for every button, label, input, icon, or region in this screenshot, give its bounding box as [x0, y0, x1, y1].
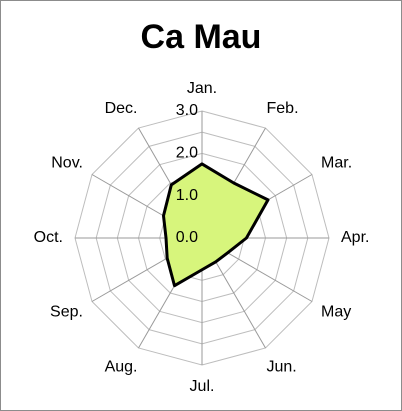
series-layer: [162, 162, 270, 288]
category-label-jun: Jun.: [267, 358, 297, 375]
category-label-oct: Oct.: [34, 229, 63, 246]
series-polygon: [162, 162, 270, 288]
category-label-aug: Aug.: [105, 358, 138, 375]
tick-label: 1.0: [176, 187, 198, 204]
category-label-jan: Jan.: [187, 80, 217, 97]
category-label-apr: Apr.: [341, 229, 369, 246]
tick-label: 3.0: [176, 102, 198, 119]
category-label-may: May: [321, 304, 351, 321]
category-label-nov: Nov.: [51, 155, 83, 172]
tick-label: 2.0: [176, 145, 198, 162]
label-layer: 3.0 2.0 1.0 0.0 Jan. Feb. Mar. Apr. May Jun. Jul. A…: [34, 80, 370, 395]
chart-title: Ca Mau: [140, 18, 262, 56]
category-label-mar: Mar.: [321, 155, 352, 172]
category-label-dec: Dec.: [105, 100, 138, 117]
category-label-jul: Jul.: [190, 378, 215, 395]
category-label-sep: Sep.: [50, 304, 83, 321]
tick-label: 0.0: [176, 229, 198, 246]
category-label-feb: Feb.: [267, 100, 299, 117]
